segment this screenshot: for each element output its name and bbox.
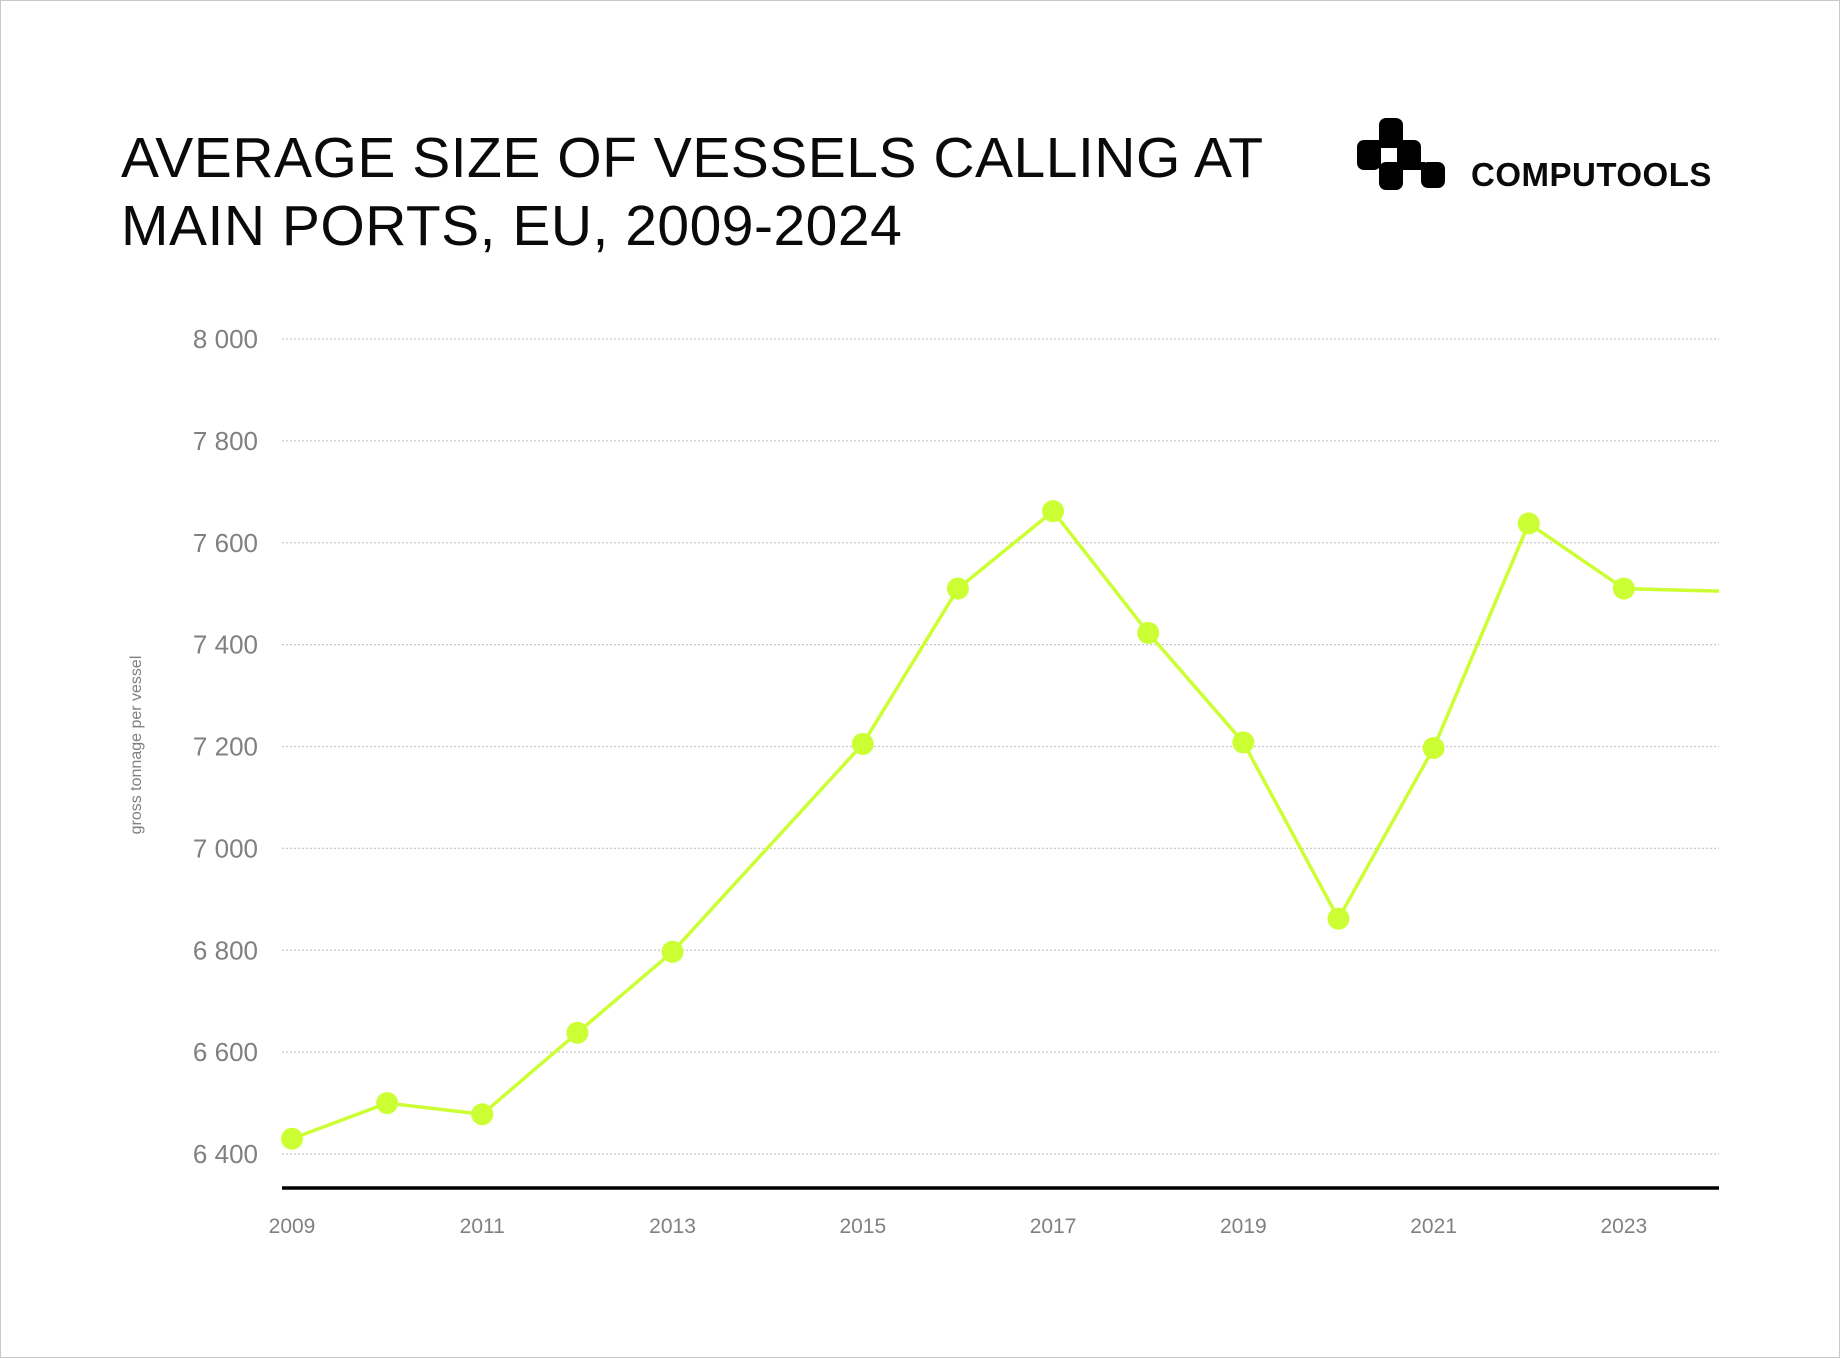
data-point	[1232, 731, 1255, 754]
chart-title: AVERAGE SIZE OF VESSELS CALLING AT MAIN …	[121, 124, 1264, 260]
x-tick-label: 2023	[1601, 1215, 1648, 1238]
y-axis-label: gross tonnage per vessel	[128, 656, 145, 835]
x-tick-label: 2013	[649, 1215, 696, 1238]
x-tick-label: 2009	[269, 1215, 316, 1238]
y-tick-label: 6 800	[193, 935, 258, 965]
data-point	[851, 732, 874, 755]
brand-logo: COMPUTOOLS	[1357, 118, 1712, 193]
y-tick-label: 6 400	[193, 1139, 258, 1169]
y-tick-label: 8 000	[193, 324, 258, 354]
y-tick-label: 6 600	[193, 1037, 258, 1067]
title-line-2: MAIN PORTS, EU, 2009-2024	[121, 194, 903, 258]
y-tick-label: 7 400	[193, 630, 258, 660]
x-tick-label: 2015	[839, 1215, 886, 1238]
x-tick-label: 2011	[460, 1215, 505, 1238]
data-point	[1612, 577, 1635, 600]
brand-name: COMPUTOOLS	[1471, 156, 1712, 193]
y-tick-label: 7 200	[193, 732, 258, 762]
data-point	[1042, 500, 1065, 523]
data-point	[946, 577, 969, 600]
data-point	[566, 1021, 589, 1044]
title-line-1: AVERAGE SIZE OF VESSELS CALLING AT	[121, 126, 1264, 190]
data-point	[1137, 621, 1160, 644]
computools-logo-icon	[1357, 118, 1445, 190]
y-tick-label: 7 600	[193, 528, 258, 558]
data-point	[376, 1092, 399, 1115]
x-tick-label: 2019	[1220, 1215, 1267, 1238]
data-point	[281, 1127, 303, 1150]
data-point	[471, 1103, 494, 1126]
data-point	[1517, 512, 1540, 535]
y-tick-label: 7 000	[193, 833, 258, 863]
x-tick-label: 2021	[1410, 1215, 1457, 1238]
data-point	[661, 940, 684, 963]
x-tick-label: 2017	[1030, 1215, 1077, 1238]
data-point	[1327, 907, 1350, 930]
series-line	[291, 509, 1720, 1141]
data-point	[1422, 737, 1445, 760]
y-tick-label: 7 800	[193, 426, 258, 456]
